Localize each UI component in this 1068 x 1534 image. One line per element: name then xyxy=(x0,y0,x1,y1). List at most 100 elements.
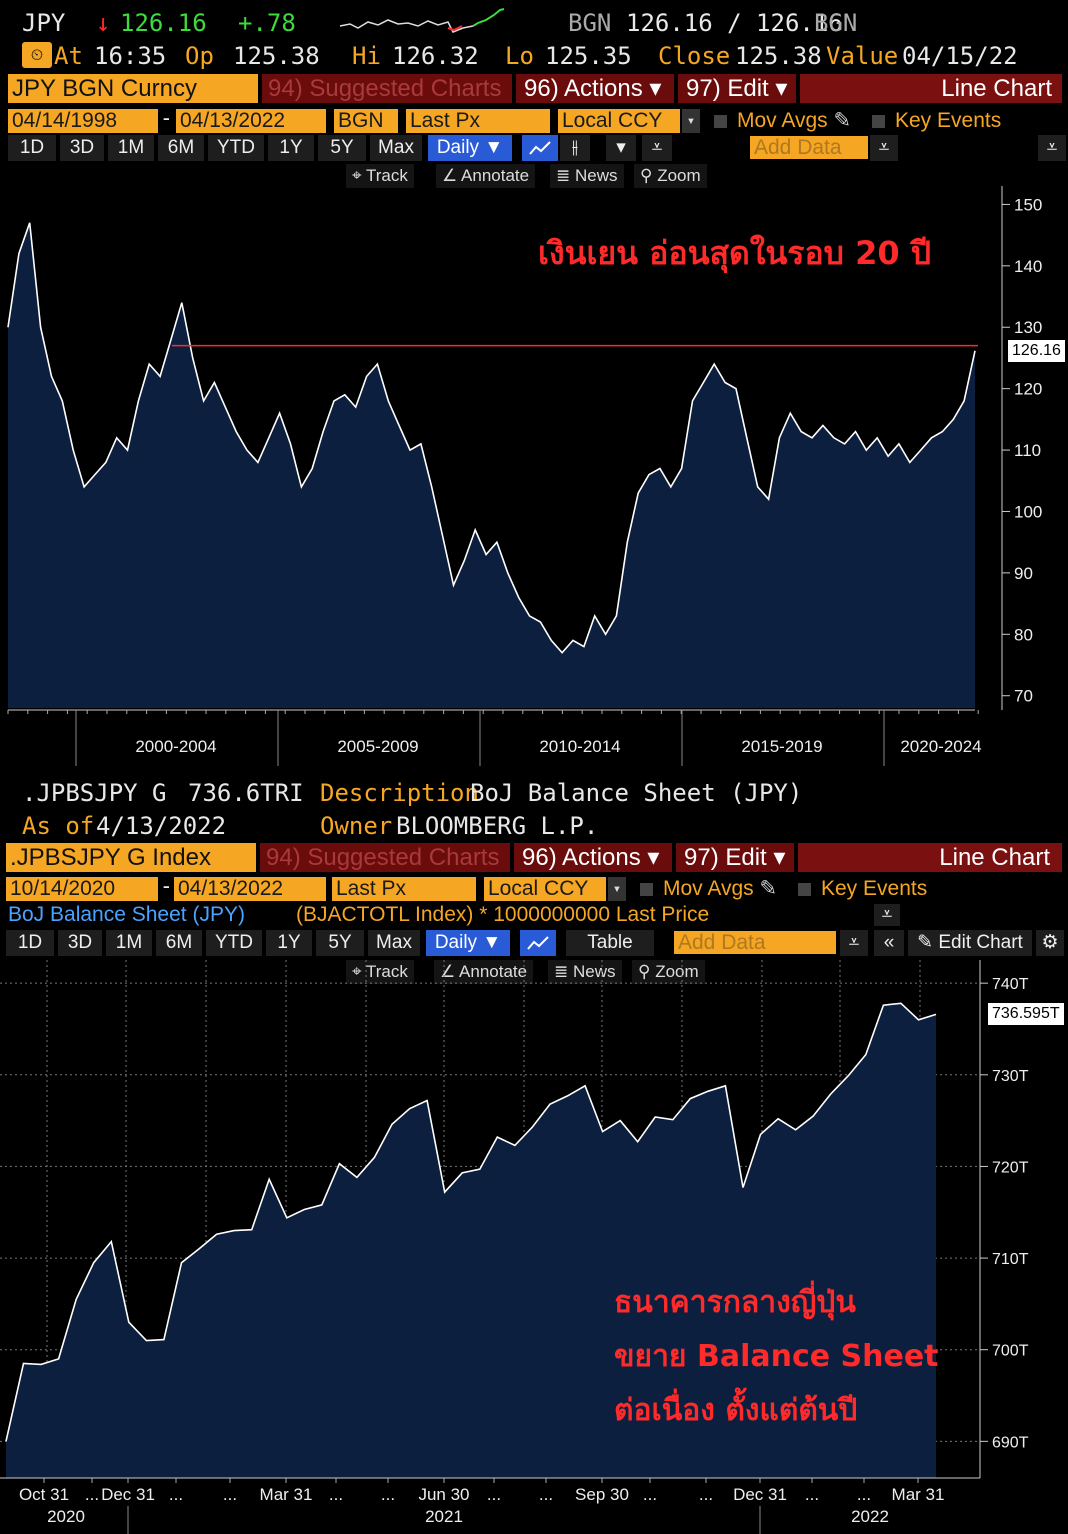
price-area xyxy=(8,222,975,709)
frequency-dropdown[interactable]: Daily ▼ xyxy=(428,135,512,161)
clock-icon[interactable]: ⏲ xyxy=(22,42,52,68)
chart-type-label[interactable]: Line Chart xyxy=(800,74,1062,103)
gear-icon[interactable]: ⚙ xyxy=(1036,930,1064,956)
pencil-icon-2[interactable]: ✎ xyxy=(759,877,778,900)
index-value: 736.6TRI xyxy=(188,779,304,807)
annotation-line-3: ต่อเนื่อง ตั้งแต่ต้นปี xyxy=(614,1393,858,1428)
add-data-dropdown-icon-2[interactable]: ⩡ xyxy=(840,930,868,956)
period-1d-button[interactable]: 1D xyxy=(8,135,56,161)
period-1m-button[interactable]: 1M xyxy=(108,135,154,161)
start-date-field[interactable]: 04/14/1998 xyxy=(8,109,158,133)
currency-field[interactable]: Local CCY xyxy=(558,109,680,133)
edit-menu-2[interactable]: 97) Edit ▾ xyxy=(676,843,794,872)
add-data-dropdown-icon[interactable]: ⩡ xyxy=(870,135,898,161)
period-5y-button[interactable]: 5Y xyxy=(316,930,364,956)
annotate-tool[interactable]: ∠ Annotate xyxy=(436,164,536,188)
annotate-label-2: Annotate xyxy=(459,962,528,981)
y-tick-label-150: 150 xyxy=(1014,195,1042,214)
options-dropdown-icon[interactable]: ⩡ xyxy=(1038,135,1066,161)
bar-style-icon[interactable]: ⫲ xyxy=(560,135,590,161)
security-field[interactable]: JPY BGN Curncy xyxy=(8,74,258,103)
actions-menu[interactable]: 96) Actions ▾ xyxy=(516,74,674,103)
frequency-dropdown-2[interactable]: Daily ▼ xyxy=(426,930,510,956)
start-date-field-2[interactable]: 10/14/2020 xyxy=(6,877,158,901)
legend-dropdown-icon[interactable]: ⩡ xyxy=(874,904,900,926)
period-max-button[interactable]: Max xyxy=(368,930,420,956)
y-tick-label-700T: 700T xyxy=(992,1343,1029,1360)
period-1y-button[interactable]: 1Y xyxy=(268,135,314,161)
description: BoJ Balance Sheet (JPY) xyxy=(470,779,803,807)
legend-series-detail: (BJACTOTL Index) * 1000000000 Last Price xyxy=(296,903,710,926)
price-field-2[interactable]: Last Px xyxy=(332,877,476,901)
edit-chart-button[interactable]: ✎ Edit Chart xyxy=(908,930,1032,956)
zoom-tool-2[interactable]: ⚲ Zoom xyxy=(632,960,705,984)
collapse-icon[interactable]: « xyxy=(874,930,904,956)
period-6m-button[interactable]: 6M xyxy=(158,135,204,161)
add-data-input-2[interactable]: Add Data xyxy=(674,931,836,954)
y-tick-label-140: 140 xyxy=(1014,257,1042,276)
edit-menu[interactable]: 97) Edit ▾ xyxy=(678,74,796,103)
jpy-price-chart[interactable]: 70 80 90 100 110 120 130 140 150 2000-2004 2005-20… xyxy=(0,186,1068,766)
news-label-2: News xyxy=(572,962,616,981)
period-3d-button[interactable]: 3D xyxy=(58,930,102,956)
period-max-button[interactable]: Max xyxy=(370,135,422,161)
period-ytd-button[interactable]: YTD xyxy=(206,930,262,956)
add-data-input[interactable]: Add Data xyxy=(750,136,868,159)
period-3d-button[interactable]: 3D xyxy=(60,135,104,161)
mov-avgs-checkbox-2[interactable]: Mov Avgs ✎ xyxy=(640,877,777,901)
pencil-icon[interactable]: ✎ xyxy=(833,109,852,132)
description-label: Description xyxy=(320,779,479,807)
period-1y-button[interactable]: 1Y xyxy=(266,930,312,956)
balance-line xyxy=(5,1002,937,1442)
mov-avgs-checkbox[interactable]: Mov Avgs ✎ xyxy=(714,109,851,133)
x-period-label-2005-2009: 2005-2009 xyxy=(337,737,418,756)
key-events-checkbox[interactable]: Key Events xyxy=(872,109,1001,133)
index-security-field[interactable]: .JPBSJPY G Index xyxy=(6,843,256,872)
suggested-charts-button[interactable]: 94) Suggested Charts xyxy=(262,74,512,103)
track-tool-2[interactable]: ⌖ Track xyxy=(346,960,414,984)
x-tick-label: ... xyxy=(329,1485,343,1504)
key-events-label: Key Events xyxy=(895,109,1002,132)
table-button[interactable]: Table xyxy=(566,930,654,956)
line-chart-icon[interactable] xyxy=(522,135,558,161)
last-price: 126.16 xyxy=(120,9,207,37)
x-tick-label: Sep 30 xyxy=(575,1485,629,1504)
news-tool[interactable]: ≣ News xyxy=(550,164,624,188)
time-label: At xyxy=(54,42,83,70)
period-ytd-button[interactable]: YTD xyxy=(208,135,264,161)
suggested-charts-button-2[interactable]: 94) Suggested Charts xyxy=(260,843,510,872)
end-date-field-2[interactable]: 04/13/2022 xyxy=(174,877,326,901)
key-events-checkbox-2[interactable]: Key Events xyxy=(798,877,927,901)
style-dropdown-icon[interactable]: ▾ xyxy=(606,135,636,161)
x-tick-label: ... xyxy=(381,1485,395,1504)
more-dropdown-icon[interactable]: ⩡ xyxy=(642,135,672,161)
x-tick-label: Dec 31 xyxy=(733,1485,787,1504)
period-6m-button[interactable]: 6M xyxy=(156,930,202,956)
track-tool[interactable]: ⌖ Track xyxy=(346,164,414,188)
zoom-tool[interactable]: ⚲ Zoom xyxy=(634,164,707,188)
balance-area xyxy=(6,1003,936,1478)
x-year-label-2021: 2021 xyxy=(425,1507,463,1526)
x-tick-label: Jun 30 xyxy=(418,1485,469,1504)
price-field[interactable]: Last Px xyxy=(406,109,550,133)
period-1m-button[interactable]: 1M xyxy=(106,930,152,956)
index-ticker: .JPBSJPY G xyxy=(22,779,167,807)
currency-dropdown-icon-2[interactable]: ▾ xyxy=(608,877,626,901)
as-of-label: As of xyxy=(22,812,95,840)
end-date-field[interactable]: 04/13/2022 xyxy=(176,109,326,133)
crosshair-icon-2: ⌖ xyxy=(352,962,362,981)
x-tick-label: ... xyxy=(643,1485,657,1504)
period-1d-button[interactable]: 1D xyxy=(6,930,54,956)
y-tick-label-740T: 740T xyxy=(992,976,1029,993)
x-tick-label: ... xyxy=(539,1485,553,1504)
annotation-line-2: ขยาย Balance Sheet xyxy=(614,1339,939,1374)
line-chart-icon-2[interactable] xyxy=(520,930,556,956)
source-field[interactable]: BGN xyxy=(334,109,398,133)
currency-field-2[interactable]: Local CCY xyxy=(484,877,606,901)
currency-dropdown-icon[interactable]: ▾ xyxy=(682,109,700,133)
news-tool-2[interactable]: ≣ News xyxy=(548,960,622,984)
period-5y-button[interactable]: 5Y xyxy=(318,135,366,161)
chart-type-label-2[interactable]: Line Chart xyxy=(798,843,1062,872)
actions-menu-2[interactable]: 96) Actions ▾ xyxy=(514,843,672,872)
